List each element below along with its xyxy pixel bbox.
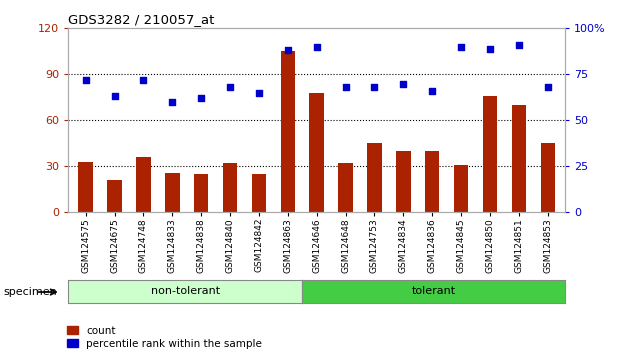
- Bar: [540, 143, 555, 212]
- Bar: [512, 105, 526, 212]
- Point: [514, 42, 524, 48]
- Point: [283, 47, 292, 53]
- Text: specimen: specimen: [3, 287, 57, 297]
- Point: [225, 84, 235, 90]
- Bar: [281, 51, 295, 212]
- Point: [109, 93, 119, 99]
- Point: [456, 44, 466, 50]
- Text: non-tolerant: non-tolerant: [151, 286, 220, 296]
- Bar: [309, 93, 324, 212]
- Point: [427, 88, 437, 94]
- Point: [485, 46, 495, 51]
- Point: [369, 84, 379, 90]
- Text: GDS3282 / 210057_at: GDS3282 / 210057_at: [68, 13, 215, 26]
- Bar: [338, 163, 353, 212]
- Point: [312, 44, 322, 50]
- Point: [254, 90, 264, 96]
- Bar: [107, 180, 122, 212]
- Point: [138, 77, 148, 83]
- Point: [341, 84, 351, 90]
- Bar: [367, 143, 382, 212]
- Bar: [483, 96, 497, 212]
- Bar: [223, 163, 237, 212]
- Point: [399, 81, 409, 86]
- Bar: [396, 151, 410, 212]
- Bar: [136, 157, 151, 212]
- Text: tolerant: tolerant: [412, 286, 456, 296]
- Bar: [194, 174, 209, 212]
- Legend: count, percentile rank within the sample: count, percentile rank within the sample: [67, 326, 262, 349]
- Bar: [165, 172, 179, 212]
- Bar: [425, 151, 440, 212]
- Point: [167, 99, 177, 105]
- Point: [81, 77, 91, 83]
- Point: [196, 96, 206, 101]
- Bar: [78, 162, 93, 212]
- Bar: [252, 174, 266, 212]
- Bar: [454, 165, 468, 212]
- Point: [543, 84, 553, 90]
